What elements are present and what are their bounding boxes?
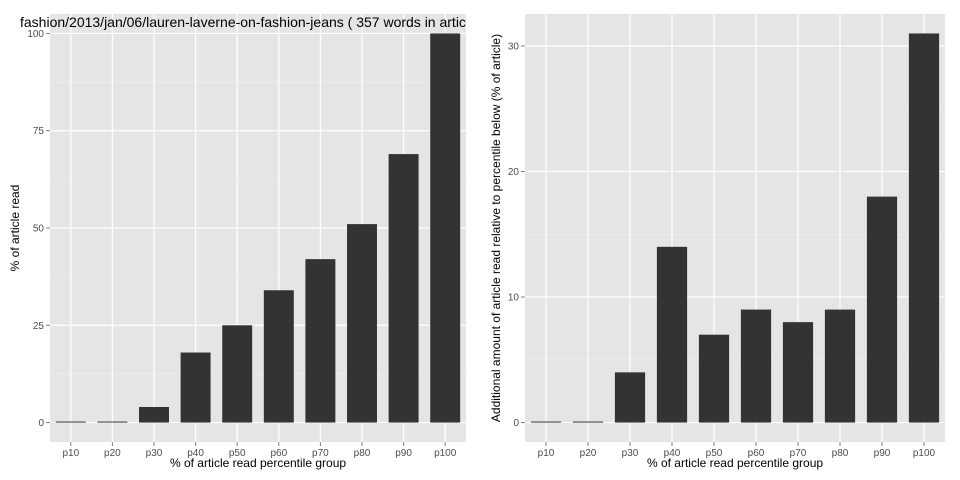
bar-p40: [656, 246, 688, 423]
y-tick-label: 50: [33, 224, 45, 235]
x-tick-label-p80: p80: [832, 448, 849, 459]
y-tick-label: 0: [38, 418, 44, 429]
chart-title: fashion/2013/jan/06/lauren-laverne-on-fa…: [20, 14, 466, 30]
x-tick-label-p90: p90: [874, 448, 891, 459]
bar-p20: [572, 421, 604, 423]
y-tick-label: 25: [33, 321, 45, 332]
x-tick-label-p10: p10: [538, 448, 555, 459]
bar-p70: [305, 259, 336, 423]
y-tick-label: 0: [513, 418, 519, 429]
x-tick-label-p20: p20: [104, 448, 121, 459]
x-tick-label-p10: p10: [62, 448, 79, 459]
bar-p40: [180, 352, 211, 423]
x-tick-label-p100: p100: [913, 448, 936, 459]
chart-additional-read: 0 10 20 30 p10 p20 p30 p40 p50 p60 p70 p80 p90 p100 % …: [489, 14, 945, 470]
y-axis-title: Additional amount of article read relati…: [489, 34, 503, 422]
x-axis-title: % of article read percentile group: [647, 456, 823, 470]
bar-p90: [866, 196, 898, 423]
y-tick-label: 100: [27, 29, 44, 40]
x-tick-label-p90: p90: [395, 448, 412, 459]
x-tick-label-p80: p80: [354, 448, 371, 459]
bar-p30: [139, 406, 169, 423]
x-tick-label-p40: p40: [664, 448, 681, 459]
bar-p50: [222, 325, 253, 423]
x-tick-label-p20: p20: [580, 448, 597, 459]
x-tick-label-p100: p100: [434, 448, 457, 459]
x-tick-label-p30: p30: [146, 448, 163, 459]
y-axis-title: % of article read: [8, 185, 22, 272]
x-axis-title: % of article read percentile group: [170, 456, 346, 470]
bar-p60: [740, 309, 772, 423]
bar-p80: [347, 224, 377, 423]
x-tick-label-p50: p50: [706, 448, 723, 459]
x-tick-label-p70: p70: [790, 448, 807, 459]
bar-p90: [388, 154, 419, 423]
y-tick-label: 75: [33, 126, 45, 137]
bar-p50: [698, 334, 730, 423]
bar-p10: [55, 421, 86, 423]
bar-p20: [97, 421, 128, 423]
x-tick-label-p50: p50: [229, 448, 246, 459]
y-tick-label: 30: [508, 42, 520, 53]
chart-percent-read: 0 25 50 75 100 p10 p20 p30 p40 p50 p60 p70 p80 p90 p10…: [8, 14, 466, 470]
bar-p100: [908, 33, 940, 423]
bar-p60: [263, 290, 294, 423]
bar-p70: [782, 322, 814, 423]
x-tick-label-p60: p60: [748, 448, 765, 459]
y-tick-label: 10: [508, 293, 520, 304]
x-tick-label-p30: p30: [622, 448, 639, 459]
bar-p30: [614, 372, 646, 423]
y-tick-label: 20: [508, 167, 520, 178]
x-tick-label-p40: p40: [187, 448, 204, 459]
bar-p100: [430, 33, 461, 423]
x-tick-label-p60: p60: [270, 448, 287, 459]
bar-p10: [530, 421, 562, 423]
x-tick-label-p70: p70: [312, 448, 329, 459]
bar-p80: [824, 309, 856, 423]
